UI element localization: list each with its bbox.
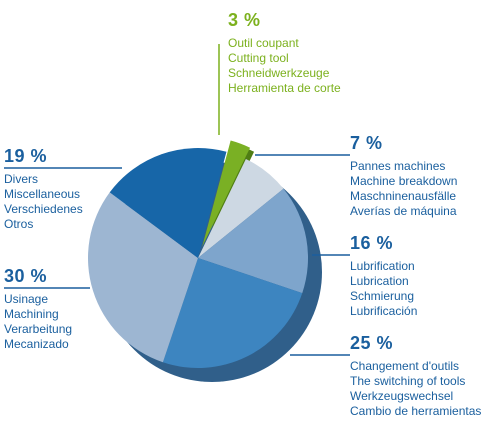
label-machining: 30 % Usinage Machining Verarbeitung Meca… — [4, 266, 72, 352]
label-tool-switching: 25 % Changement d'outils The switching o… — [350, 333, 481, 419]
label-en: Lubrication — [350, 274, 409, 288]
percent-label: 16 % — [350, 233, 394, 253]
label-en: Miscellaneous — [4, 187, 81, 201]
pie-slice-3 — [162, 258, 303, 368]
percent-label: 30 % — [4, 266, 48, 286]
label-de: Schmierung — [350, 289, 415, 303]
percent-label: 25 % — [350, 333, 394, 353]
label-es: Herramienta de corte — [228, 81, 341, 95]
label-de: Werkzeugswechsel — [350, 389, 454, 403]
label-fr: Divers — [4, 172, 39, 186]
label-de: Maschninenausfälle — [350, 189, 457, 203]
label-de: Verarbeitung — [4, 322, 73, 336]
label-fr: Outil coupant — [228, 36, 299, 50]
label-fr: Lubrification — [350, 259, 415, 273]
percent-label: 3 % — [228, 10, 261, 30]
label-machine-breakdown: 7 % Pannes machines Machine breakdown Ma… — [350, 133, 457, 219]
label-fr: Changement d'outils — [350, 359, 460, 373]
pie-slice-4 — [88, 192, 198, 363]
label-fr: Usinage — [4, 292, 49, 306]
pie-slice-2 — [198, 188, 308, 294]
label-en: Machining — [4, 307, 59, 321]
pie-slice-5 — [109, 148, 227, 258]
label-en: The switching of tools — [350, 374, 466, 388]
label-cutting-tool: 3 % Outil coupant Cutting tool Schneidwe… — [228, 10, 341, 96]
label-en: Machine breakdown — [350, 174, 458, 188]
label-de: Schneidwerkzeuge — [228, 66, 330, 80]
label-en: Cutting tool — [228, 51, 289, 65]
percent-label: 7 % — [350, 133, 383, 153]
label-lubrication: 16 % Lubrification Lubrication Schmierun… — [350, 233, 417, 319]
label-fr: Pannes machines — [350, 159, 446, 173]
label-es: Mecanizado — [4, 337, 69, 351]
pie-slice-1 — [198, 158, 284, 258]
label-es: Cambio de herramientas — [350, 404, 482, 418]
label-es: Otros — [4, 217, 34, 231]
label-miscellaneous: 19 % Divers Miscellaneous Verschiedenes … — [4, 146, 83, 232]
label-es: Lubrificación — [350, 304, 418, 318]
label-es: Averías de máquina — [350, 204, 457, 218]
label-de: Verschiedenes — [4, 202, 83, 216]
percent-label: 19 % — [4, 146, 48, 166]
pie-slice-0 — [202, 140, 251, 247]
